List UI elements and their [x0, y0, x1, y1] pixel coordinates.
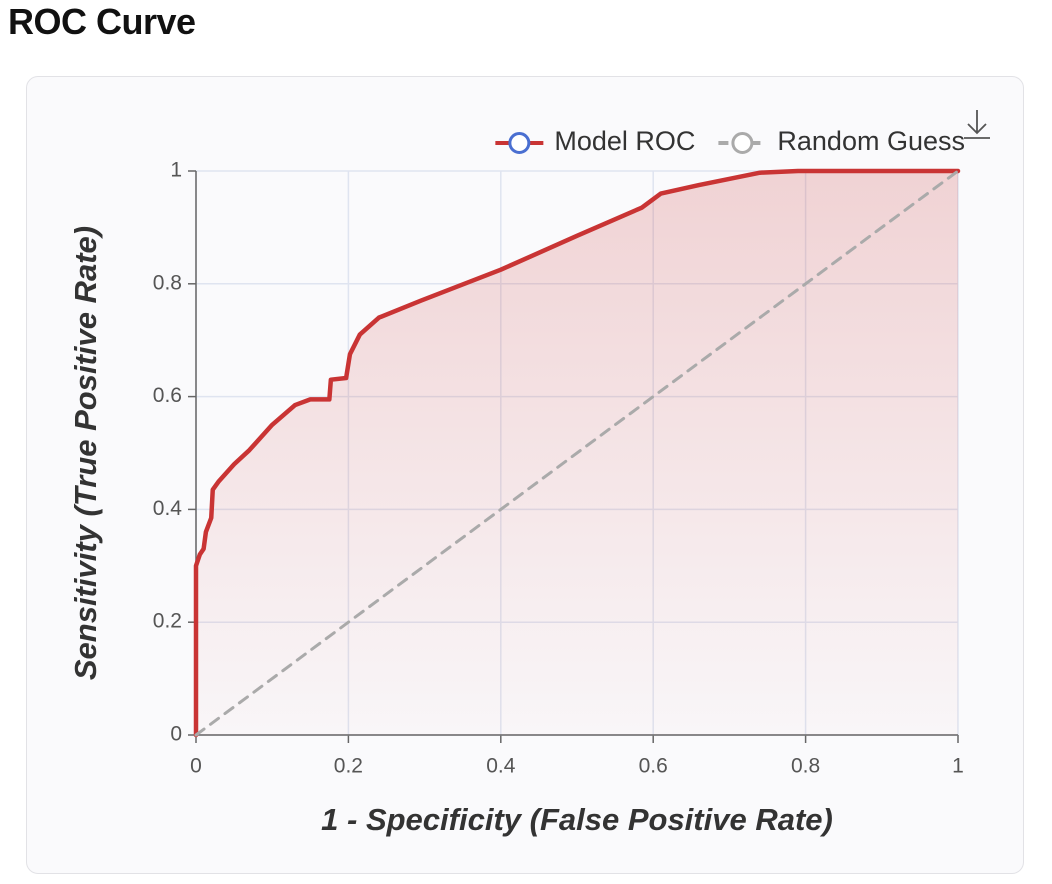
y-tick-label: 0	[170, 723, 182, 746]
legend-item: Model ROC	[495, 126, 695, 156]
y-tick-label: 0.6	[153, 384, 182, 407]
x-tick-label: 0.6	[639, 755, 668, 778]
x-tick-label: 0.2	[334, 755, 363, 778]
y-tick-label: 1	[170, 159, 182, 182]
x-tick-label: 0.8	[791, 755, 820, 778]
roc-line	[193, 168, 961, 738]
y-tick-label: 0.4	[153, 497, 183, 520]
x-tick-label: 1	[952, 755, 964, 778]
x-axis-title: 1 - Specificity (False Positive Rate)	[321, 802, 833, 837]
legend-marker	[508, 132, 531, 154]
x-tick-label: 0	[190, 755, 202, 778]
chart-title: ROC Curve	[8, 1, 196, 42]
download-button[interactable]	[964, 110, 990, 139]
legend-label: Model ROC	[554, 126, 695, 156]
x-tick-label: 0.4	[486, 755, 516, 778]
legend-label: Random Guess	[777, 126, 965, 156]
y-axis-title: Sensitivity (True Positive Rate)	[68, 226, 103, 680]
reference-line	[194, 169, 960, 737]
y-tick-label: 0.2	[153, 610, 182, 633]
legend-marker	[731, 132, 754, 154]
y-tick-label: 0.8	[153, 271, 182, 294]
legend-item: Random Guess	[718, 126, 965, 156]
